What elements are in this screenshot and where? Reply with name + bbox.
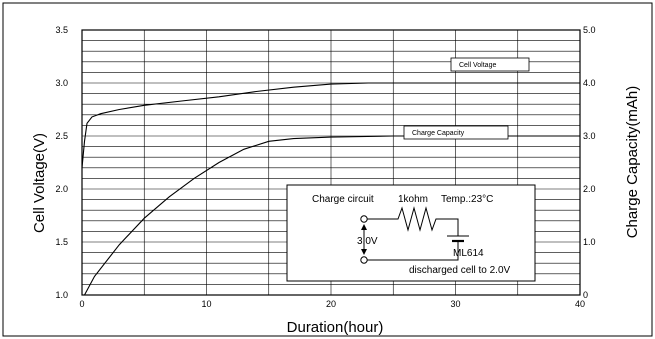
x-tick-label: 0 — [79, 299, 84, 309]
circuit-title: Charge circuit — [312, 194, 374, 205]
circuit-voltage-label: 3.0V — [357, 236, 378, 247]
chart-series — [81, 82, 580, 296]
legend-labels: Cell Voltage Charge Capacity — [403, 57, 530, 140]
y-tick-label-left: 3.0 — [55, 78, 68, 88]
voltage-arrow-head-up — [361, 224, 367, 230]
return-wire — [367, 241, 459, 261]
circuit-note: discharged cell to 2.0V — [409, 265, 511, 276]
x-tick-label: 10 — [201, 299, 211, 309]
y-tick-label-left: 1.5 — [55, 237, 68, 247]
tick-labels: 0 10 20 30 40 1.0 1.5 2.0 2.5 3.0 3.5 0 1.0 2.0 3.0 4.0… — [55, 25, 595, 309]
label-charge-capacity: Charge Capacity — [412, 130, 465, 137]
y-tick-label-left: 1.0 — [55, 290, 68, 300]
label-cell-voltage-box — [450, 57, 530, 72]
y-tick-label-right: 1.0 — [583, 237, 596, 247]
y-tick-label-left: 2.5 — [55, 131, 68, 141]
y-tick-label-right: 5.0 — [583, 25, 596, 35]
y-tick-label-right: 0 — [583, 290, 588, 300]
y-axis-title-left: Cell Voltage(V) — [31, 133, 48, 233]
y-tick-label-right: 4.0 — [583, 78, 596, 88]
x-tick-label: 30 — [450, 299, 460, 309]
y-tick-label-left: 2.0 — [55, 184, 68, 194]
resistor-wire — [367, 206, 459, 236]
label-cell-voltage: Cell Voltage — [459, 62, 496, 69]
circuit-cell-label: ML614 — [453, 248, 484, 259]
circuit-inset: Charge circuit 1kohm Temp.:23°C 3.0V ML614 di… — [286, 184, 536, 282]
y-tick-label-right: 3.0 — [583, 131, 596, 141]
y-tick-label-right: 2.0 — [583, 184, 596, 194]
x-tick-label: 40 — [575, 299, 585, 309]
label-charge-capacity-box — [403, 125, 509, 140]
y-axis-title-right: Charge Capacity(mAh) — [624, 86, 641, 239]
x-axis-title: Duration(hour) — [287, 319, 384, 336]
series-line-cell-voltage — [81, 82, 580, 168]
x-tick-label: 20 — [326, 299, 336, 309]
circuit-box — [286, 184, 536, 282]
circuit-resistor-label: 1kohm — [398, 194, 428, 205]
series-line-charge-capacity — [84, 135, 580, 296]
voltage-arrow-head-down — [361, 249, 367, 255]
y-tick-label-left: 3.5 — [55, 25, 68, 35]
circuit-temp-label: Temp.:23°C — [441, 194, 493, 205]
